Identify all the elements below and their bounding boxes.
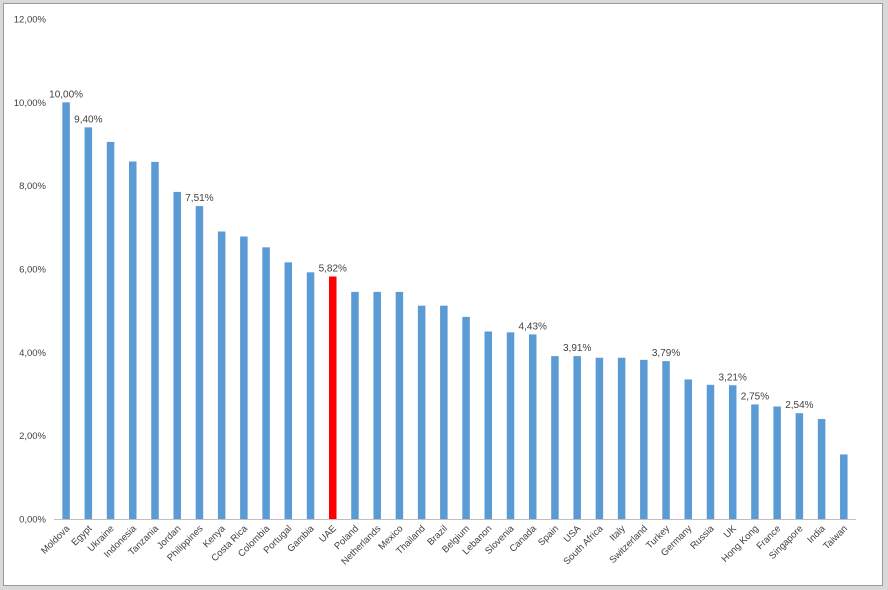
bar-usa [573, 356, 581, 519]
x-category-label: Russia [688, 523, 717, 552]
data-label: 3,91% [563, 343, 591, 354]
bar-costa-rica [240, 236, 248, 519]
bar-turkey [662, 361, 670, 519]
y-tick-label: 4,00% [19, 348, 46, 359]
data-label: 10,00% [49, 89, 83, 100]
y-tick-label: 2,00% [19, 431, 46, 442]
chart-frame: 0,00% 2,00% 4,00% 6,00% 8,00% 10,00% 12,00% 10… [3, 3, 883, 586]
y-tick-label: 0,00% [19, 515, 46, 526]
bar-portugal [284, 262, 293, 519]
bar-indonesia [129, 161, 137, 519]
x-category-label: UK [722, 523, 740, 541]
bar-jordan [173, 191, 181, 519]
bar-uk [728, 385, 737, 519]
bar-brazil [440, 305, 448, 519]
y-tick-label: 12,00% [14, 15, 47, 26]
bar-slovenia [506, 332, 515, 519]
y-tick-label: 6,00% [19, 265, 46, 276]
data-label: 9,40% [74, 114, 102, 125]
data-label: 7,51% [185, 193, 213, 204]
bar-kenya [217, 231, 226, 519]
y-tick-label: 10,00% [14, 98, 47, 109]
bar-canada [528, 334, 537, 519]
data-label: 3,79% [652, 348, 680, 359]
y-axis-labels: 0,00% 2,00% 4,00% 6,00% 8,00% 10,00% 12,00% [14, 15, 47, 526]
bar-germany [684, 379, 693, 519]
bar-india [817, 419, 826, 519]
bar-gambia [306, 272, 315, 519]
x-category-label: Taiwan [821, 523, 850, 552]
bar-netherlands [373, 291, 381, 519]
bars [62, 102, 848, 520]
bar-south-africa [595, 357, 604, 519]
bar-lebanon [484, 331, 493, 519]
bar-italy [617, 357, 626, 519]
data-label: 2,54% [785, 400, 813, 411]
bar-hong-kong [751, 404, 759, 519]
bar-philippines [195, 206, 204, 520]
bar-chart: 0,00% 2,00% 4,00% 6,00% 8,00% 10,00% 12,00% 10… [14, 15, 856, 568]
bar-spain [551, 356, 559, 519]
bar-switzerland [640, 359, 648, 519]
bar-russia [706, 384, 715, 519]
category-labels: MoldovaEgyptUkraineIndonesiaTanzaniaJord… [39, 523, 850, 568]
y-tick-label: 8,00% [19, 181, 46, 192]
bar-belgium [462, 316, 470, 519]
bar-tanzania [151, 161, 159, 519]
bar-colombia [262, 247, 270, 520]
bar-poland [351, 291, 359, 519]
x-category-label: Moldova [39, 523, 73, 557]
bar-ukraine [106, 141, 115, 519]
bar-singapore [795, 413, 804, 519]
bar-moldova [62, 102, 70, 519]
bar-egypt [84, 127, 93, 519]
bar-thailand [417, 305, 426, 519]
data-label: 4,43% [519, 321, 547, 332]
bar-france [773, 406, 781, 519]
data-label: 2,75% [741, 391, 769, 402]
bar-mexico [395, 291, 404, 519]
x-category-label: Spain [536, 523, 561, 548]
data-label: 5,82% [319, 264, 347, 275]
data-label: 3,21% [719, 372, 747, 383]
data-labels: 10,00% 9,40% 7,51% 5,82% 4,43% 3,91% 3,79% 3,21… [49, 89, 814, 411]
bar-taiwan [840, 454, 848, 519]
bar-uae [329, 276, 337, 519]
